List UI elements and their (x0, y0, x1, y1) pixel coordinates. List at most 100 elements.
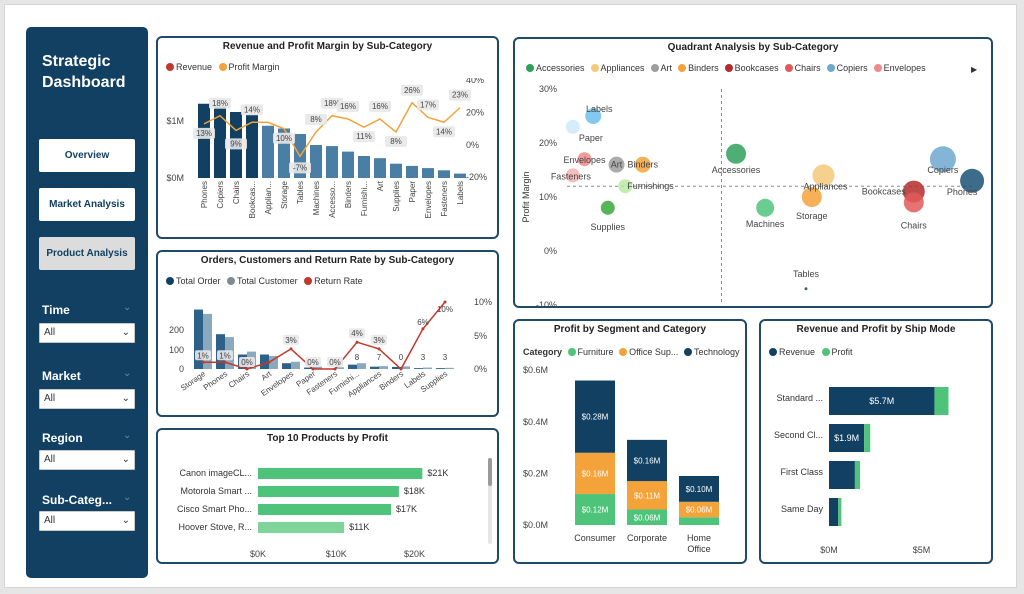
x-tick-label: Phones (202, 369, 229, 392)
data-label: 18% (324, 99, 340, 108)
stacked-bar-segment (575, 452, 615, 495)
chevron-down-icon[interactable]: ⌄ (123, 430, 132, 441)
revenue-bar (438, 170, 450, 178)
panel-title: Top 10 Products by Profit (267, 433, 388, 444)
x-tick-label: Machines (312, 181, 321, 215)
total-customer-bar (401, 366, 410, 369)
legend-marker (650, 64, 659, 72)
legend-next-icon[interactable]: ▶ (971, 65, 978, 74)
orders-panel: Orders, Customers and Return Rate by Sub… (156, 250, 499, 417)
point-label: Art (611, 160, 623, 170)
time-filter-label: Time (42, 303, 70, 317)
point-label: Copiers (927, 165, 959, 175)
y2-tick-label: -20% (466, 172, 487, 182)
revenue-bar (310, 145, 322, 178)
revenue-bar (406, 165, 418, 178)
total-order-bar (282, 363, 291, 369)
revenue-margin-chart: $1M $0M 40% 20% 0% -20% Phones Copiers Chairs Boo… (166, 78, 487, 218)
scrollbar-thumb[interactable] (488, 458, 492, 486)
data-label-bg (217, 350, 233, 361)
value-label: $17K (396, 504, 417, 514)
stacked-bar-segment (575, 380, 615, 453)
scrollbar-track[interactable] (488, 458, 492, 544)
shipmode-panel: Revenue and Profit by Ship Mode Revenue … (759, 319, 993, 564)
product-analysis-button[interactable]: Product Analysis (39, 237, 135, 270)
y2-tick-label: 40% (466, 78, 484, 85)
data-label: 8 (355, 353, 360, 362)
panel-title: Quadrant Analysis by Sub-Category (667, 42, 839, 53)
y2-tick-label: 0% (474, 364, 487, 374)
total-order-bar (414, 368, 423, 369)
x-tick-label: Consumer (574, 533, 616, 543)
x-tick-label: Chairs (232, 181, 241, 204)
x-tick-label: $10K (326, 549, 347, 559)
value-label: $5.7M (869, 396, 894, 406)
x-tick-label: Binders (378, 369, 405, 392)
x-tick-label: Furnishi... (360, 181, 369, 216)
legend-item: Bookcases (734, 63, 779, 73)
scatter-point (726, 143, 747, 164)
y-axis-title: Profit Margin (521, 171, 531, 222)
chevron-down-icon[interactable]: ⌄ (123, 492, 132, 503)
total-order-bar (304, 367, 313, 369)
scatter-point (929, 146, 956, 173)
legend-marker (166, 277, 174, 285)
revenue-bar (390, 163, 402, 178)
data-label: 3 (443, 353, 448, 362)
overview-button[interactable]: Overview (39, 139, 135, 172)
market-analysis-button[interactable]: Market Analysis (39, 188, 135, 221)
category-label: Second Cl... (774, 430, 823, 440)
point-label: Accessories (712, 165, 761, 175)
point-label: Bookcases (862, 187, 907, 197)
data-label: 10% (437, 305, 453, 314)
return-rate-point (289, 347, 293, 351)
revenue-bar (829, 424, 865, 452)
legend-item: Revenue (176, 62, 213, 72)
legend-item: Appliances (600, 63, 645, 73)
point-label: Labels (586, 104, 613, 114)
scatter-point (618, 179, 633, 194)
revenue-bar (246, 114, 258, 178)
value-label: $0.10M (686, 485, 713, 494)
legend-marker (166, 63, 174, 71)
region-filter-select[interactable]: All ⌄ (39, 450, 135, 470)
legend-marker (873, 64, 882, 72)
return-rate-point (245, 367, 249, 371)
chevron-down-icon[interactable]: ⌄ (123, 368, 132, 379)
chart-legend: Total Order Total Customer Return Rate (166, 276, 363, 286)
time-filter-select[interactable]: All ⌄ (39, 323, 135, 343)
data-label: 16% (340, 102, 356, 111)
legend-marker (683, 348, 692, 356)
subcategory-filter-select[interactable]: All ⌄ (39, 511, 135, 531)
legend-item: Revenue (779, 347, 816, 357)
profit-bar (854, 461, 861, 489)
data-label: 1% (219, 351, 231, 360)
legend-item: Technology (693, 347, 740, 357)
scatter-point (903, 192, 924, 213)
data-label: 0 (399, 353, 404, 362)
legend-item: Accessories (536, 63, 585, 73)
y-tick-label: -10% (536, 300, 557, 307)
total-customer-bar (335, 367, 344, 369)
chart-legend: Accessories Appliances Art Binders Bookcases… (523, 63, 929, 73)
data-label: 6% (417, 318, 429, 327)
y-tick-label: $1M (166, 116, 184, 126)
time-filter-value: All (44, 327, 56, 338)
y-tick-label: $0.0M (523, 520, 548, 530)
chevron-down-icon[interactable]: ⌄ (123, 302, 132, 313)
y2-tick-label: 10% (474, 297, 492, 307)
point-label: Envelopes (563, 155, 606, 165)
x-tick-label: Tables (296, 181, 305, 204)
product-label: Hoover Stove, R... (178, 522, 252, 532)
x-tick-label: $5M (913, 545, 931, 555)
market-filter-select[interactable]: All ⌄ (39, 389, 135, 409)
x-tick-label: Art (376, 180, 385, 191)
return-rate-point (201, 360, 205, 364)
value-label: $1.9M (834, 433, 859, 443)
return-rate-point (377, 347, 381, 351)
x-tick-label: Storage (280, 180, 289, 209)
total-customer-bar (357, 363, 366, 369)
y-tick-label: 100 (169, 345, 184, 355)
panel-title: Profit by Segment and Category (553, 324, 707, 335)
point-label: Binders (628, 160, 659, 170)
